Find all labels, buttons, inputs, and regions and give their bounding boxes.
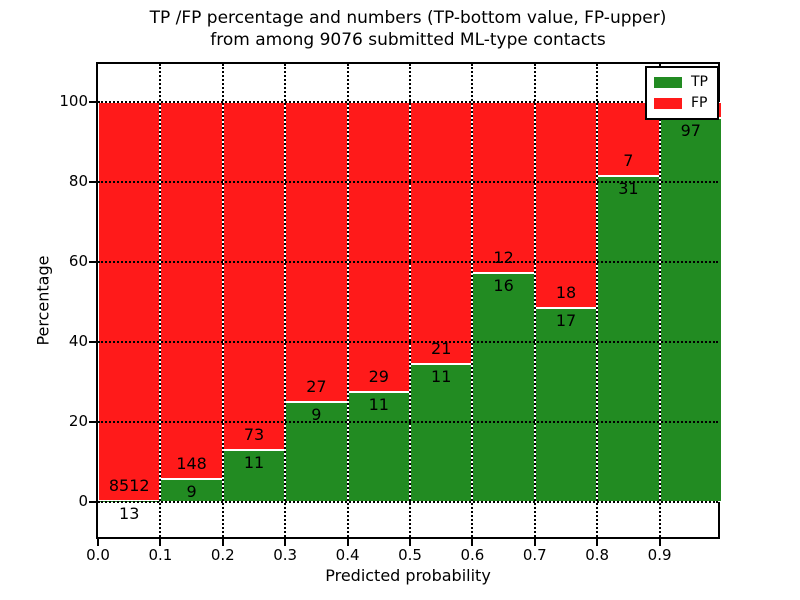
gridline-y xyxy=(98,341,718,343)
bar-label-tp: 31 xyxy=(618,178,639,198)
y-tick-label: 0 xyxy=(78,492,88,510)
gridline-x xyxy=(658,64,661,537)
x-tick-label: 0.5 xyxy=(398,546,422,564)
x-tick-label: 0.7 xyxy=(522,546,547,564)
bar-label-fp: 12 xyxy=(493,248,514,268)
plot-area: 13 8512 9 148 11 73 9 27 11 29 11 21 16 12 17 18 31 7 97 0.… xyxy=(59,62,722,564)
bar-segment-fp xyxy=(410,102,473,365)
gridline-x xyxy=(159,64,162,537)
gridline-y xyxy=(98,101,718,103)
bar-segment-fp xyxy=(472,102,535,274)
bar-label-fp: 148 xyxy=(176,454,207,474)
gridline-x xyxy=(471,64,474,537)
x-axis-label: Predicted probability xyxy=(325,566,491,585)
gridline-x xyxy=(346,64,349,537)
x-tick-label: 0.9 xyxy=(647,546,672,564)
gridline-y xyxy=(98,181,718,183)
gridline-y xyxy=(98,501,718,503)
x-tick-mark xyxy=(658,539,661,546)
bar-label-tp: 9 xyxy=(311,405,322,424)
bar-label-tp: 11 xyxy=(243,452,265,472)
bar-label-tp: 17 xyxy=(555,310,577,330)
y-tick-mark xyxy=(89,101,96,103)
x-tick-label: 0.0 xyxy=(86,546,110,564)
bar-segment-fp xyxy=(285,102,348,402)
y-tick-label: 80 xyxy=(68,172,88,190)
y-tick-mark xyxy=(89,261,96,263)
legend-label-tp: TP xyxy=(691,74,708,90)
x-tick-mark xyxy=(533,539,536,546)
bar-label-fp: 18 xyxy=(555,282,577,302)
bar-segment-fp xyxy=(222,102,286,450)
x-tick-label: 0.2 xyxy=(210,546,235,564)
gridline-x xyxy=(533,64,536,537)
gridline-x xyxy=(284,64,287,537)
x-tick-label: 0.3 xyxy=(273,546,298,564)
bar-label-fp: 7 xyxy=(623,150,634,170)
legend-swatch-fp xyxy=(654,98,682,109)
bar-label-tp: 11 xyxy=(431,367,452,387)
x-tick-mark xyxy=(471,539,474,546)
legend-item-tp: TP xyxy=(654,72,708,93)
bar-label-fp: 73 xyxy=(243,424,265,444)
bar-label-tp: 11 xyxy=(368,395,389,414)
bar-segment-tp xyxy=(285,402,348,502)
x-tick-mark xyxy=(596,539,599,546)
bar-label-tp: 16 xyxy=(493,276,514,296)
x-tick-label: 0.4 xyxy=(335,546,360,564)
bar-segment-tp xyxy=(472,273,535,502)
gridline-y xyxy=(98,421,718,423)
bar-segment-fp xyxy=(534,102,598,308)
x-tick-mark xyxy=(409,539,411,546)
chart-title-line-2: from among 9076 submitted ML-type contac… xyxy=(210,30,606,50)
y-tick-mark xyxy=(89,181,96,183)
gridline-x xyxy=(221,64,224,537)
y-tick-mark xyxy=(89,421,96,423)
bar-segment-fp xyxy=(160,102,223,480)
legend-label-fp: FP xyxy=(691,95,708,111)
x-tick-mark xyxy=(221,539,224,546)
chart-title: TP /FP percentage and numbers (TP-bottom… xyxy=(96,7,720,51)
bar-label-fp: 21 xyxy=(431,339,452,359)
legend-swatch-tp xyxy=(654,77,682,88)
bar-segment-tp xyxy=(534,307,598,502)
x-tick-mark xyxy=(346,539,349,546)
y-tick-mark xyxy=(89,341,96,343)
gridline-x xyxy=(409,64,411,537)
gridline-x xyxy=(596,64,599,537)
x-tick-label: 0.8 xyxy=(585,546,610,564)
bar-label-tp: 13 xyxy=(119,504,140,524)
bar-label-tp: 9 xyxy=(186,482,197,502)
x-tick-mark xyxy=(284,539,287,546)
y-tick-label: 60 xyxy=(68,252,88,270)
x-tick-mark xyxy=(159,539,162,546)
y-tick-label: 100 xyxy=(59,92,88,110)
bar-label-fp: 27 xyxy=(306,377,327,396)
bar-label-fp: 29 xyxy=(368,367,389,386)
x-tick-label: 0.1 xyxy=(148,546,173,564)
gridline-y xyxy=(98,261,718,263)
bar-segment-tp xyxy=(659,117,722,502)
y-axis-label: Percentage xyxy=(33,255,53,346)
bar-segment-fp xyxy=(98,102,161,502)
bar-segment-fp xyxy=(347,102,410,392)
legend-item-fp: FP xyxy=(654,93,708,114)
bar-segment-tp xyxy=(597,175,660,502)
y-tick-label: 20 xyxy=(68,412,88,430)
y-tick-label: 40 xyxy=(68,332,88,350)
x-tick-mark xyxy=(97,539,99,546)
legend: TP FP xyxy=(645,66,719,120)
bar-label-fp: 8512 xyxy=(108,476,150,496)
x-tick-label: 0.6 xyxy=(460,546,485,564)
y-tick-mark xyxy=(89,501,96,503)
bar-label-tp: 97 xyxy=(680,120,701,140)
chart-title-line-1: TP /FP percentage and numbers (TP-bottom… xyxy=(149,8,667,28)
